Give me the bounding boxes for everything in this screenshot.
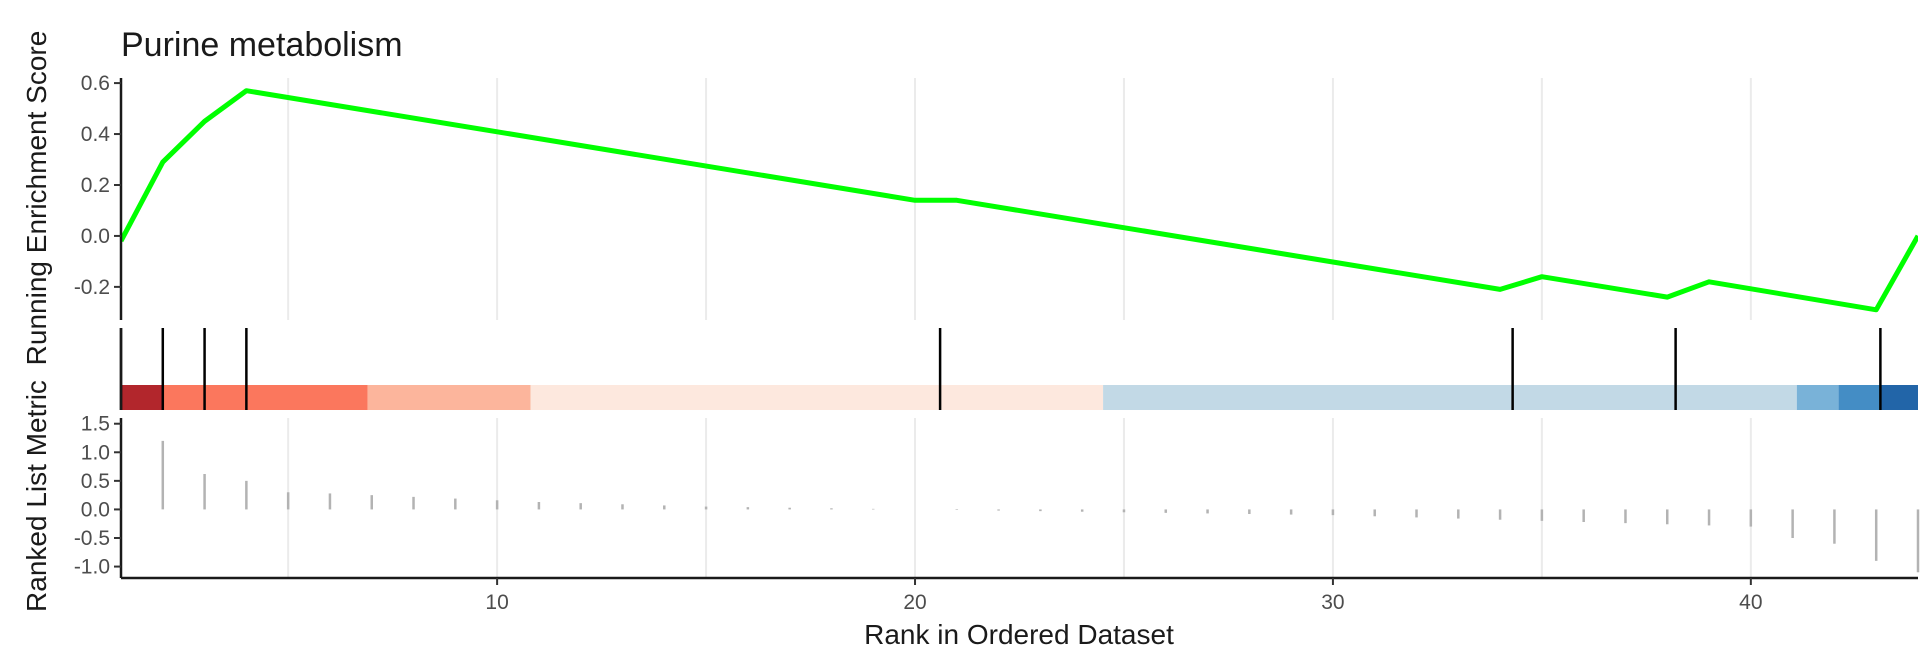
enrichment-y-tick-label: -0.2 [74,276,110,299]
x-tick-label: 30 [1321,591,1344,614]
rank-color-band [1796,385,1839,410]
x-axis-title: Rank in Ordered Dataset [864,619,1174,650]
rank-color-band [1103,385,1797,410]
enrichment-y-tick-label: 0.2 [81,174,110,197]
chart-title: Purine metabolism [121,26,403,64]
running-enrichment-line [121,88,1918,313]
ranked-y-tick-label: 1.0 [81,441,110,464]
rank-color-band [1880,385,1918,410]
enrichment-y-tick-label: 0.0 [81,225,110,248]
rank-color-band [121,385,163,410]
ranked-y-tick-label: 1.5 [81,413,110,436]
ranked-y-tick-label: -0.5 [74,527,110,550]
rank-color-band [367,385,531,410]
enrichment-y-tick-label: 0.6 [81,72,110,95]
x-tick-label: 10 [485,591,508,614]
ranked-metric-y-axis-title: Ranked List Metric [21,380,52,612]
rank-color-band [162,385,368,410]
ranked-y-tick-label: 0.0 [81,498,110,521]
rank-color-band [1838,385,1881,410]
x-tick-label: 20 [903,591,926,614]
enrichment-y-tick-label: 0.4 [81,123,111,146]
ranked-y-tick-label: 0.5 [81,470,110,493]
ranked-y-tick-label: -1.0 [74,556,110,579]
x-tick-label: 40 [1739,591,1762,614]
enrichment-y-axis-title: Running Enrichment Score [21,31,52,366]
rank-color-band [530,385,1104,410]
